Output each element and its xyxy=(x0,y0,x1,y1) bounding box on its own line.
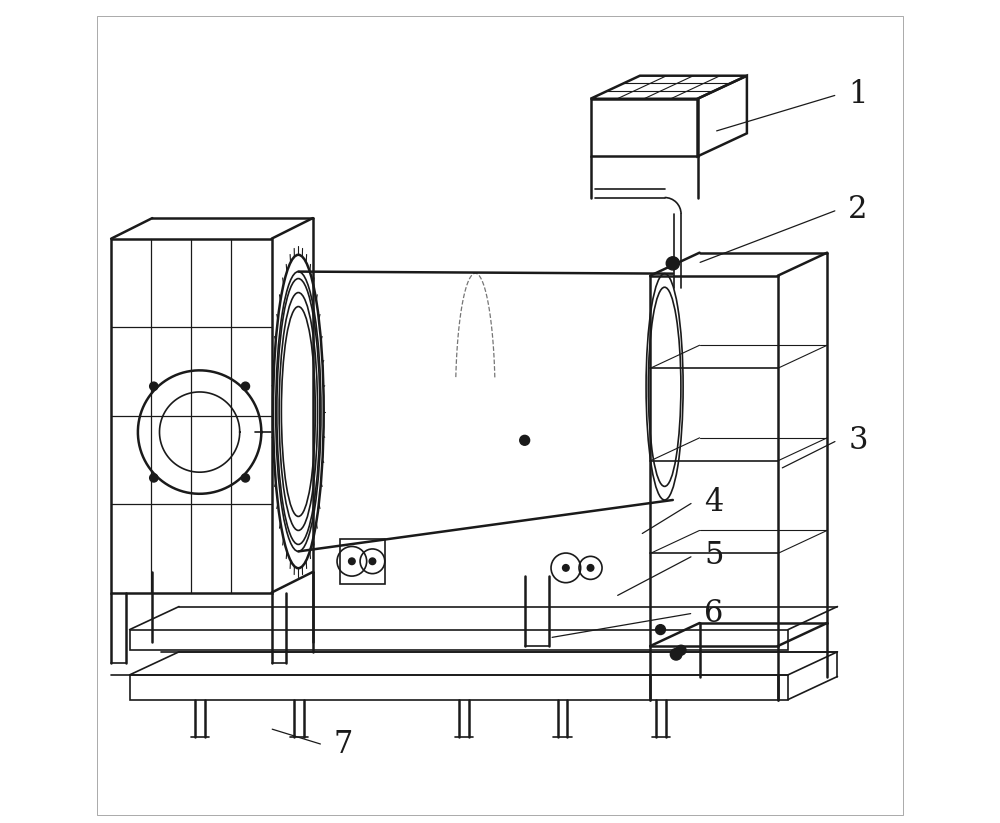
Circle shape xyxy=(670,649,682,660)
Circle shape xyxy=(563,565,569,571)
Circle shape xyxy=(241,382,250,390)
Circle shape xyxy=(150,382,158,390)
Text: 7: 7 xyxy=(334,729,353,760)
Circle shape xyxy=(587,565,594,571)
Ellipse shape xyxy=(646,274,683,500)
Text: 1: 1 xyxy=(848,79,868,110)
Circle shape xyxy=(349,558,355,565)
Ellipse shape xyxy=(648,287,681,486)
Text: 6: 6 xyxy=(704,597,724,629)
Circle shape xyxy=(666,257,679,270)
Text: 2: 2 xyxy=(848,194,868,226)
Circle shape xyxy=(656,625,665,635)
Text: 5: 5 xyxy=(704,540,724,571)
Circle shape xyxy=(241,474,250,482)
Circle shape xyxy=(369,558,376,565)
Text: 4: 4 xyxy=(704,486,724,518)
Circle shape xyxy=(676,645,686,655)
Circle shape xyxy=(150,474,158,482)
Text: 3: 3 xyxy=(848,425,868,456)
Circle shape xyxy=(520,435,530,445)
